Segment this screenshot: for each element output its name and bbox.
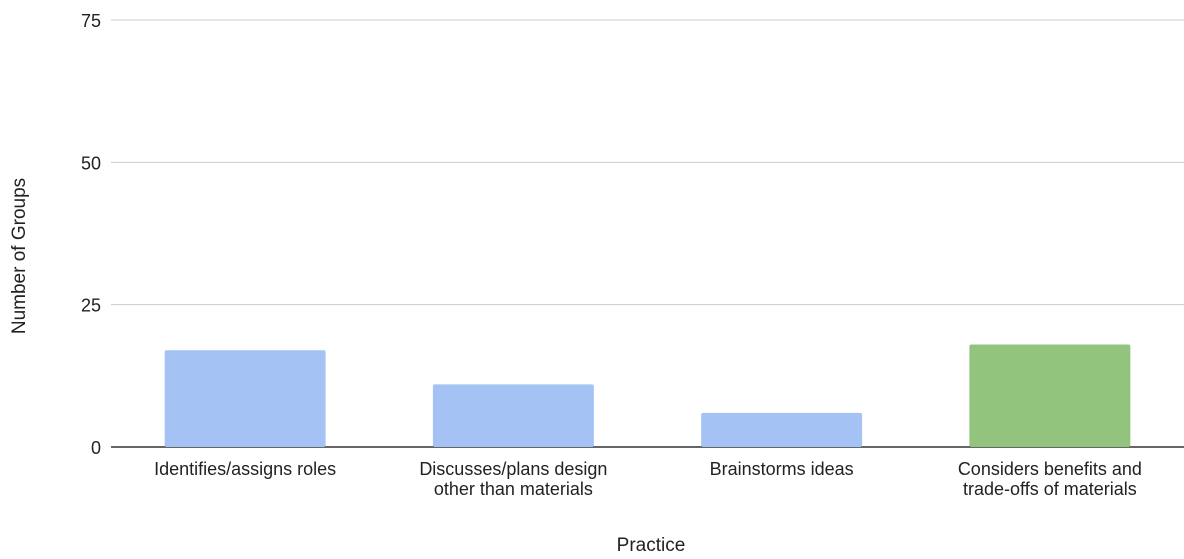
x-category-label: Identifies/assigns roles <box>154 459 336 479</box>
x-category-label: trade-offs of materials <box>963 479 1137 499</box>
x-category-label: Discusses/plans design <box>419 459 607 479</box>
bar <box>432 384 594 447</box>
y-tick-label: 25 <box>81 296 101 316</box>
y-axis-title: Number of Groups <box>9 178 30 334</box>
bar <box>164 350 326 447</box>
y-tick-label: 0 <box>91 438 101 458</box>
bar <box>701 412 863 447</box>
y-tick-label: 75 <box>81 11 101 31</box>
y-tick-label: 50 <box>81 153 101 173</box>
bar <box>969 344 1131 447</box>
x-axis-title: Practice <box>617 535 686 554</box>
x-category-label: Brainstorms ideas <box>710 459 854 479</box>
bars <box>164 344 1131 447</box>
x-category-label: other than materials <box>434 479 593 499</box>
x-category-labels: Identifies/assigns roles Discusses/plans … <box>154 459 1142 499</box>
y-tick-labels: 0 25 50 75 <box>81 11 101 458</box>
x-category-label: Considers benefits and <box>958 459 1142 479</box>
